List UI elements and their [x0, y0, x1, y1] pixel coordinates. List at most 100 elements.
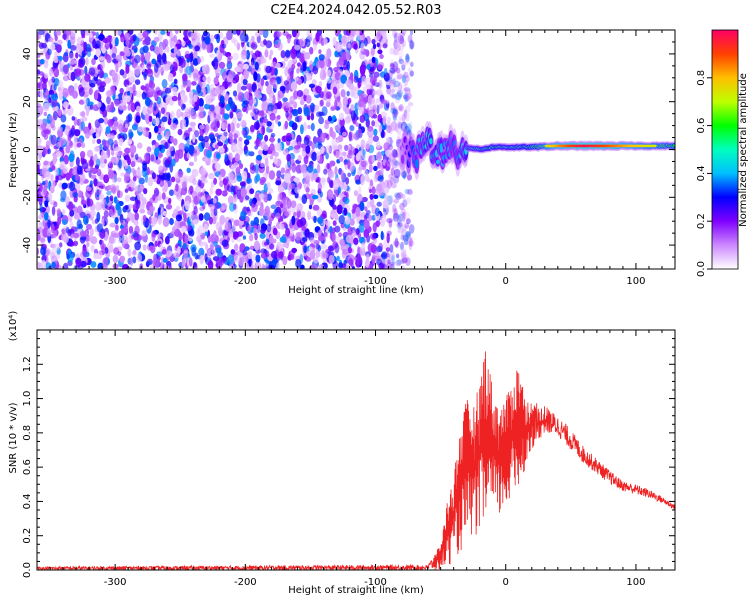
noise-speckle [390, 59, 395, 67]
noise-speckle [134, 54, 141, 64]
noise-speckle [240, 49, 248, 60]
noise-speckle [258, 149, 263, 156]
noise-speckle [48, 97, 52, 104]
noise-speckle [190, 31, 198, 42]
noise-speckle [137, 142, 143, 149]
noise-speckle [366, 83, 371, 90]
noise-speckle [396, 193, 403, 200]
noise-speckle [84, 65, 88, 76]
noise-speckle [340, 89, 346, 98]
noise-speckle [146, 260, 152, 266]
noise-speckle [45, 205, 50, 214]
noise-speckle [409, 237, 413, 247]
noise-speckle [44, 212, 49, 221]
noise-speckle [50, 134, 57, 145]
noise-speckle [238, 136, 243, 142]
noise-speckle [324, 123, 329, 130]
noise-speckle [314, 142, 318, 149]
noise-speckle [90, 104, 94, 110]
noise-speckle [389, 63, 395, 70]
noise-speckle [320, 146, 325, 154]
noise-speckle [208, 172, 215, 180]
noise-speckle [94, 119, 101, 128]
noise-speckle [116, 189, 121, 199]
noise-speckle [262, 144, 269, 151]
noise-speckle [269, 113, 276, 121]
noise-speckle [368, 163, 373, 173]
noise-speckle [52, 111, 58, 121]
noise-speckle [386, 120, 391, 129]
noise-speckle [402, 169, 407, 180]
noise-speckle [307, 210, 312, 221]
noise-speckle [51, 223, 55, 234]
noise-speckle [162, 39, 167, 50]
noise-speckle [287, 67, 294, 76]
noise-speckle [405, 75, 410, 83]
noise-speckle [140, 85, 146, 91]
noise-speckle [112, 263, 119, 269]
noise-speckle [219, 146, 225, 153]
noise-speckle [161, 192, 166, 200]
noise-speckle [214, 144, 219, 150]
noise-speckle [243, 149, 251, 156]
noise-speckle [256, 154, 263, 161]
noise-speckle [129, 196, 137, 202]
noise-speckle [253, 121, 260, 131]
noise-speckle [361, 196, 368, 203]
noise-speckle [315, 249, 321, 258]
noise-speckle [144, 114, 151, 123]
noise-speckle [182, 73, 188, 82]
noise-speckle [294, 186, 301, 194]
noise-speckle [389, 67, 396, 74]
noise-speckle [147, 209, 154, 216]
noise-speckle [280, 167, 286, 174]
noise-speckle [250, 61, 254, 72]
noise-speckle [199, 240, 204, 248]
noise-speckle [398, 40, 405, 51]
noise-speckle [75, 68, 82, 77]
noise-speckle [372, 135, 379, 142]
noise-speckle [296, 62, 301, 67]
noise-speckle [377, 161, 381, 169]
noise-speckle [225, 103, 231, 112]
noise-speckle [100, 197, 105, 205]
colorbar-tick-label: 0.8 [696, 70, 707, 86]
noise-speckle [182, 103, 187, 109]
noise-speckle [357, 246, 361, 256]
noise-speckle [271, 212, 276, 219]
noise-speckle [104, 247, 109, 254]
noise-speckle [282, 31, 289, 36]
y-tick-label: 0.6 [22, 459, 33, 475]
noise-speckle [397, 35, 405, 44]
noise-speckle [118, 159, 122, 169]
noise-speckle [313, 215, 317, 224]
noise-speckle [114, 99, 120, 107]
noise-speckle [399, 202, 405, 210]
noise-speckle [394, 32, 400, 38]
noise-speckle [363, 219, 370, 229]
noise-speckle [254, 163, 259, 174]
noise-speckle [219, 95, 225, 105]
noise-speckle [395, 122, 400, 128]
noise-speckle [248, 86, 252, 94]
noise-speckle [97, 181, 104, 187]
noise-speckle [98, 85, 105, 93]
noise-speckle [154, 46, 160, 56]
noise-speckle [310, 122, 315, 132]
noise-speckle [107, 118, 114, 127]
colorbar-tick-label: 0.0 [696, 261, 707, 277]
noise-speckle [177, 194, 183, 202]
colorbar-tick-label: 0.4 [696, 165, 707, 181]
noise-speckle [392, 152, 397, 161]
noise-speckle [297, 78, 302, 86]
noise-speckle [392, 114, 397, 121]
noise-speckle [203, 212, 211, 221]
noise-speckle [306, 164, 314, 173]
noise-speckle [169, 32, 174, 38]
noise-speckle [51, 165, 56, 171]
noise-speckle [289, 254, 295, 260]
noise-speckle [85, 43, 91, 52]
noise-speckle [360, 174, 365, 186]
noise-speckle [169, 217, 174, 226]
noise-speckle [392, 108, 398, 115]
